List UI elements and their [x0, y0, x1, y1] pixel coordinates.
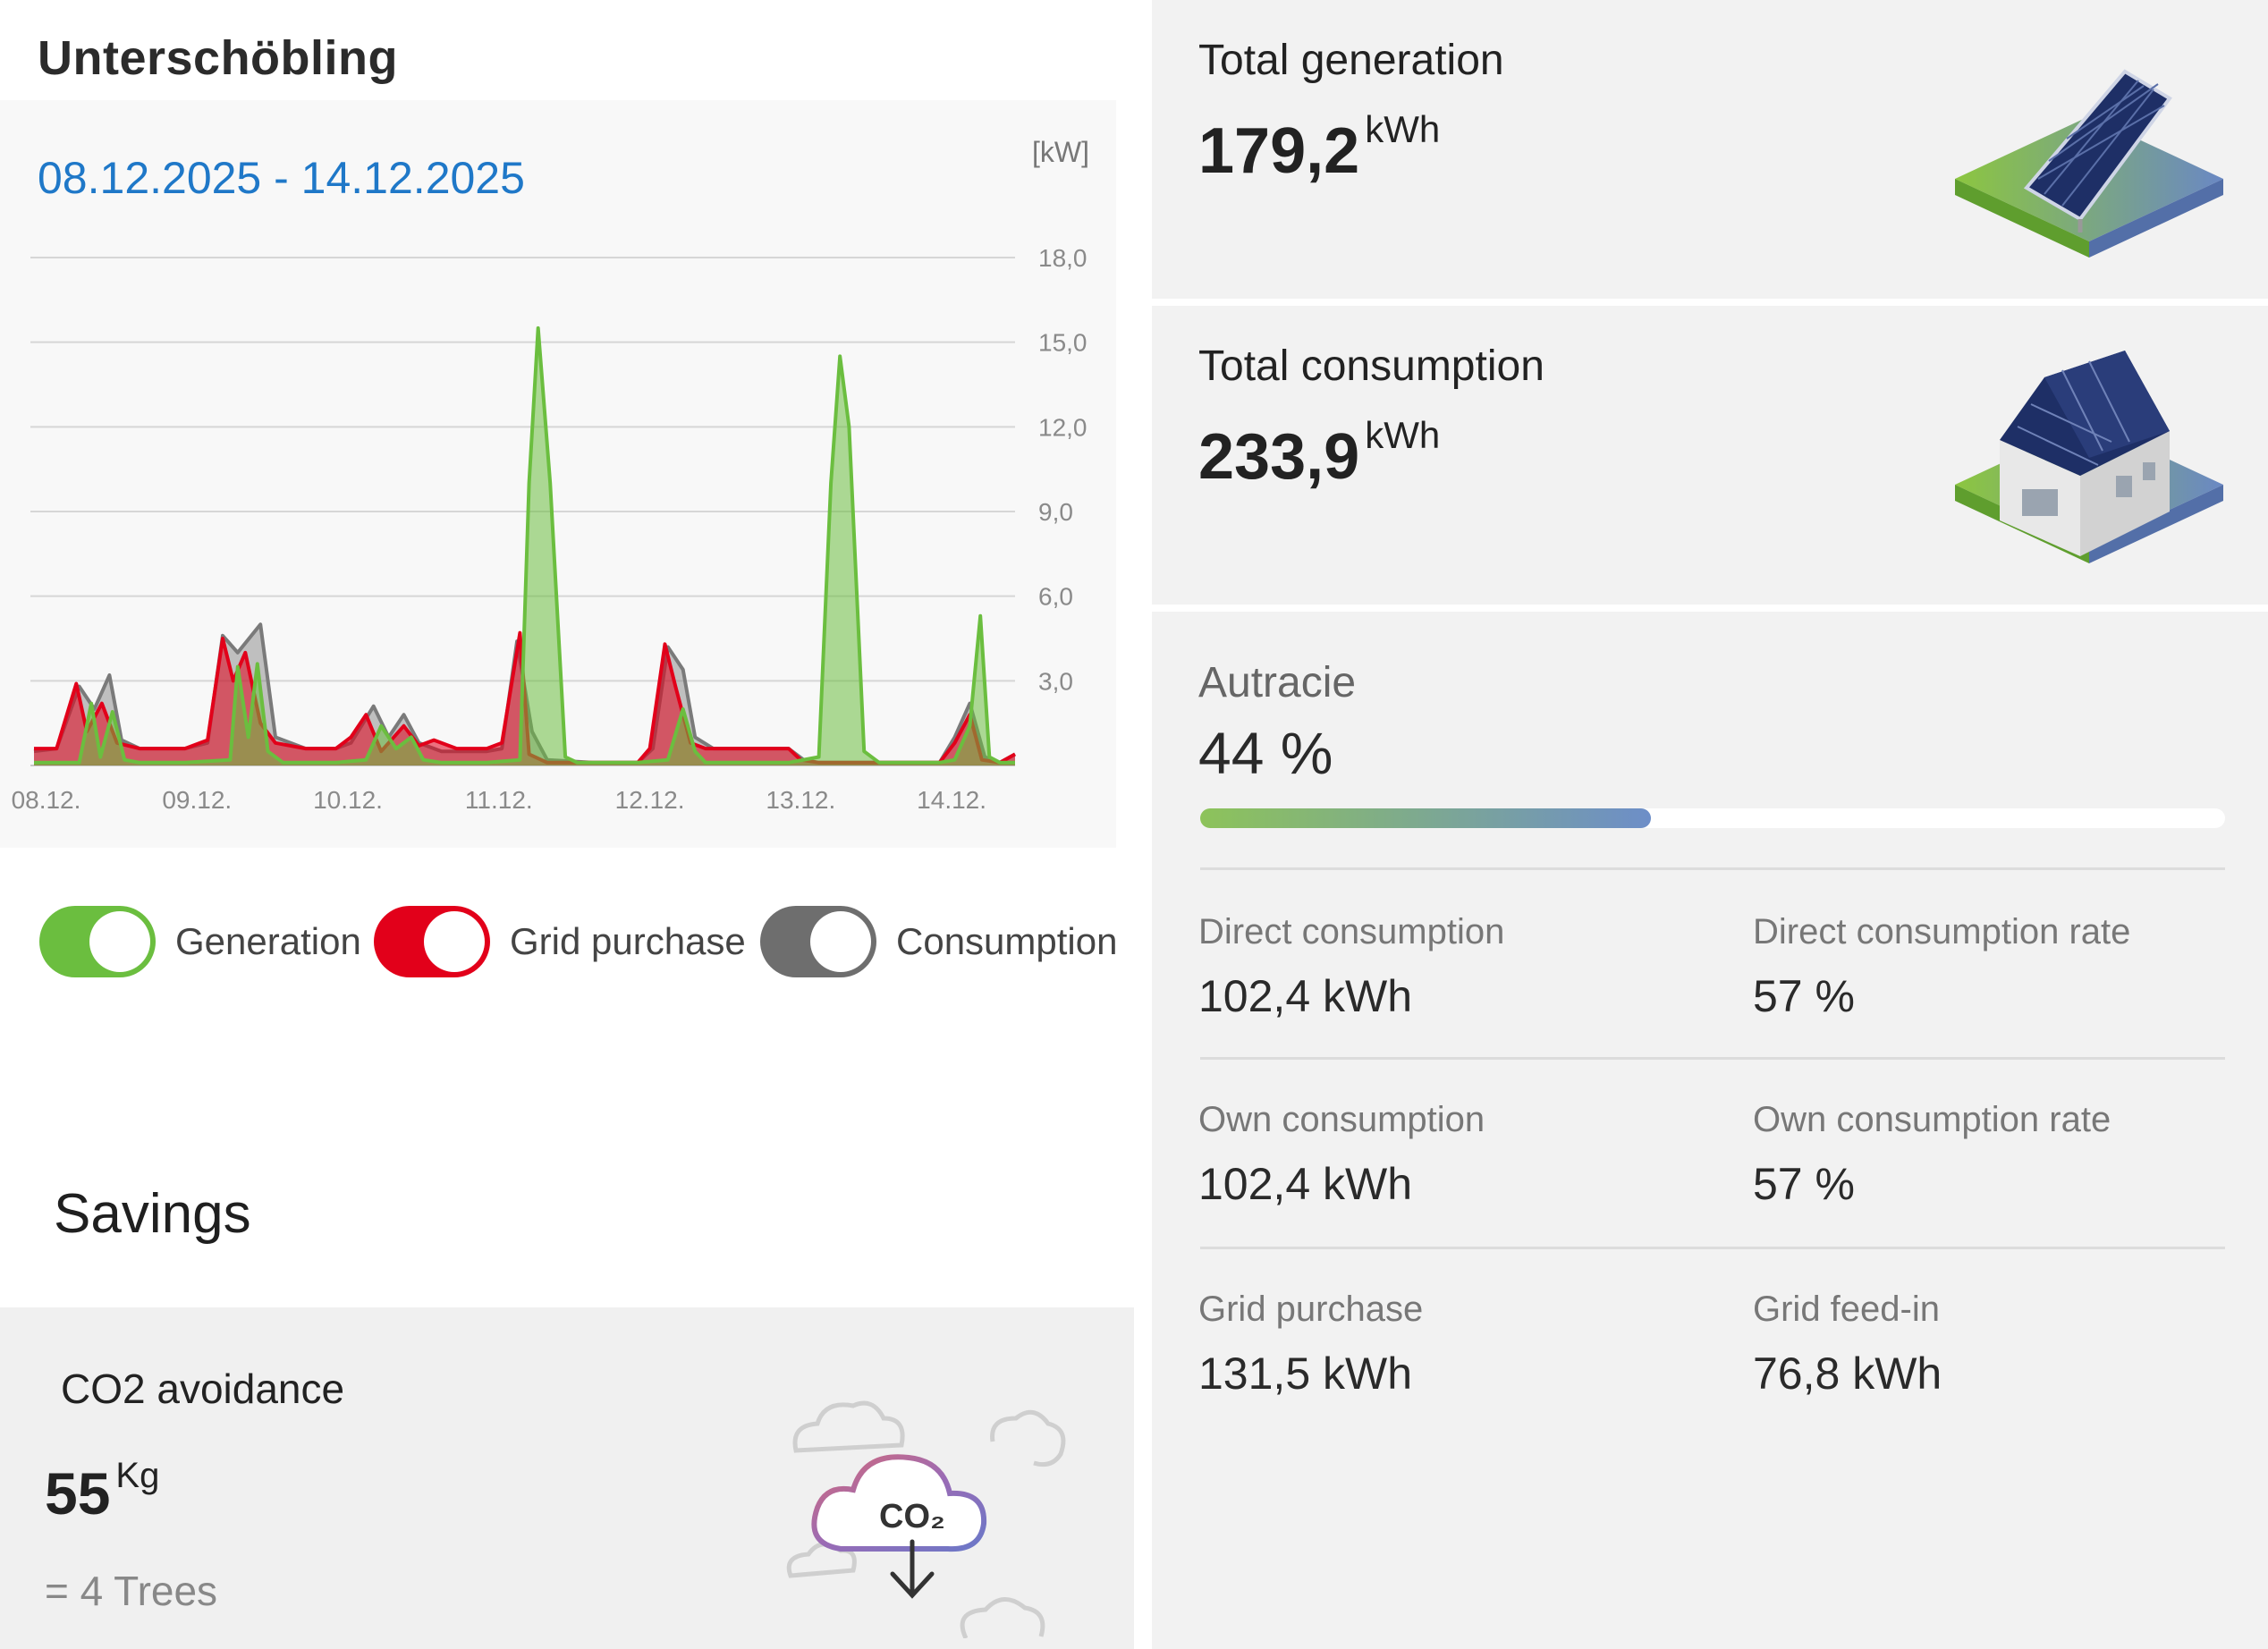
stat-value: 57 %: [1753, 1159, 1855, 1209]
chart-series: [33, 326, 1016, 765]
chart-card: 18,0 15,0 12,0 9,0 6,0 3,0 08.12. 09.12. 10.12. 1…: [0, 100, 1116, 848]
legend-item-grid-purchase[interactable]: Grid purchase: [374, 905, 746, 978]
stat-label: Own consumption rate: [1753, 1100, 2111, 1139]
stat-value: 102,4 kWh: [1198, 971, 1413, 1021]
divider: [1200, 1247, 2225, 1249]
divider: [1200, 867, 2225, 870]
stat-label: Grid purchase: [1198, 1290, 1424, 1329]
y-tick-label: 15,0: [1038, 329, 1087, 357]
card-separator: [1152, 605, 2268, 612]
total-consumption-value-group: 233,9 kWh: [1198, 414, 1440, 494]
solar-panel-illustration: [1955, 69, 2223, 258]
y-tick-label: 6,0: [1038, 583, 1073, 611]
date-range[interactable]: 08.12.2025 - 14.12.2025: [38, 153, 525, 203]
stat-own-consumption: Own consumption 102,4 kWh: [1198, 1100, 1485, 1210]
divider: [1200, 1057, 2225, 1060]
chart-unit-label: [kW]: [1032, 136, 1089, 168]
x-tick-label: 10.12.: [313, 786, 383, 814]
card-separator: [1152, 299, 2268, 306]
co2-icon-label: CO₂: [879, 1498, 945, 1535]
x-tick-label: 14.12.: [917, 786, 986, 814]
y-tick-label: 3,0: [1038, 667, 1073, 695]
y-tick-label: 18,0: [1038, 244, 1087, 272]
stat-label: Direct consumption rate: [1753, 912, 2131, 951]
chart-legend: Generation Grid purchase Consumption: [0, 894, 1117, 984]
series-line-generation: [34, 326, 1015, 765]
total-consumption-value: 233,9: [1198, 421, 1360, 493]
autarky-label: Autracie: [1198, 659, 1357, 706]
consumption-toggle[interactable]: [760, 906, 876, 977]
series-area-generation: [34, 327, 1015, 765]
co2-label: CO2 avoidance: [61, 1366, 345, 1412]
stat-direct-consumption: Direct consumption 102,4 kWh: [1198, 912, 1504, 1022]
co2-cloud-icon: CO₂: [786, 1400, 1066, 1638]
co2-value: 55: [45, 1460, 111, 1526]
stat-value: 76,8 kWh: [1753, 1349, 1942, 1399]
total-generation-value-group: 179,2 kWh: [1198, 108, 1440, 188]
autarky-value: 44 %: [1198, 720, 1333, 786]
total-generation-title: Total generation: [1198, 37, 1504, 84]
toggle-knob: [89, 911, 150, 972]
legend-label-consumption: Consumption: [896, 920, 1118, 962]
total-generation-value: 179,2: [1198, 115, 1360, 187]
total-generation-card: Total generation 179,2 kWh: [1152, 0, 2268, 299]
stat-direct-consumption-rate: Direct consumption rate 57 %: [1753, 912, 2130, 1022]
legend-item-generation[interactable]: Generation: [39, 905, 361, 978]
stat-label: Grid feed-in: [1753, 1290, 1940, 1329]
autarky-section: Autracie 44 % Direct consumption 102,4 k…: [1152, 612, 2268, 1649]
stat-label: Own consumption: [1198, 1100, 1485, 1139]
right-column: Total generation 179,2 kWh: [1152, 0, 2268, 1649]
stat-value: 131,5 kWh: [1198, 1349, 1413, 1399]
autarky-progress-fill: [1200, 808, 1652, 828]
autarky-progress-bar: [1200, 808, 2225, 828]
co2-avoidance-card: CO2 avoidance 55 Kg = 4 Trees CO₂: [0, 1307, 1134, 1649]
left-column: Unterschöbling 18,0 15,0 12,0 9,0 6,0 3,0 08.1…: [0, 31, 1134, 1649]
chart-labels: 18,0 15,0 12,0 9,0 6,0 3,0 08.12. 09.12. 10.12. 1…: [12, 244, 1087, 814]
house-illustration: [1955, 351, 2223, 563]
total-consumption-card: Total consumption 233,9 kWh: [1152, 306, 2268, 605]
x-tick-label: 11.12.: [465, 786, 533, 814]
toggle-knob: [810, 911, 871, 972]
site-title: Unterschöbling: [38, 31, 399, 85]
stat-value: 102,4 kWh: [1198, 1159, 1413, 1209]
legend-item-consumption[interactable]: Consumption: [760, 905, 1117, 978]
stat-own-consumption-rate: Own consumption rate 57 %: [1753, 1100, 2111, 1210]
x-tick-label: 09.12.: [162, 786, 232, 814]
power-chart[interactable]: 18,0 15,0 12,0 9,0 6,0 3,0 08.12. 09.12. 10.12. 1…: [0, 100, 1116, 848]
legend-label-generation: Generation: [175, 920, 361, 962]
y-tick-label: 12,0: [1038, 413, 1087, 441]
total-generation-unit: kWh: [1365, 108, 1441, 150]
x-tick-label: 08.12.: [12, 786, 81, 814]
legend-label-grid-purchase: Grid purchase: [510, 920, 746, 962]
stat-grid-purchase: Grid purchase 131,5 kWh: [1198, 1290, 1423, 1400]
x-tick-label: 12.12.: [615, 786, 685, 814]
savings-heading: Savings: [54, 1183, 251, 1245]
trees-equivalent: = 4 Trees: [45, 1568, 218, 1614]
stat-value: 57 %: [1753, 971, 1855, 1021]
total-consumption-title: Total consumption: [1198, 342, 1544, 390]
stat-label: Direct consumption: [1198, 912, 1505, 951]
toggle-knob: [424, 911, 485, 972]
co2-unit: Kg: [115, 1456, 160, 1495]
y-tick-label: 9,0: [1038, 498, 1073, 526]
stat-grid-feed-in: Grid feed-in 76,8 kWh: [1753, 1290, 1942, 1400]
co2-value-group: 55 Kg: [45, 1456, 160, 1527]
x-tick-label: 13.12.: [766, 786, 835, 814]
generation-toggle[interactable]: [39, 906, 156, 977]
total-consumption-unit: kWh: [1365, 414, 1441, 456]
grid-purchase-toggle[interactable]: [374, 906, 490, 977]
